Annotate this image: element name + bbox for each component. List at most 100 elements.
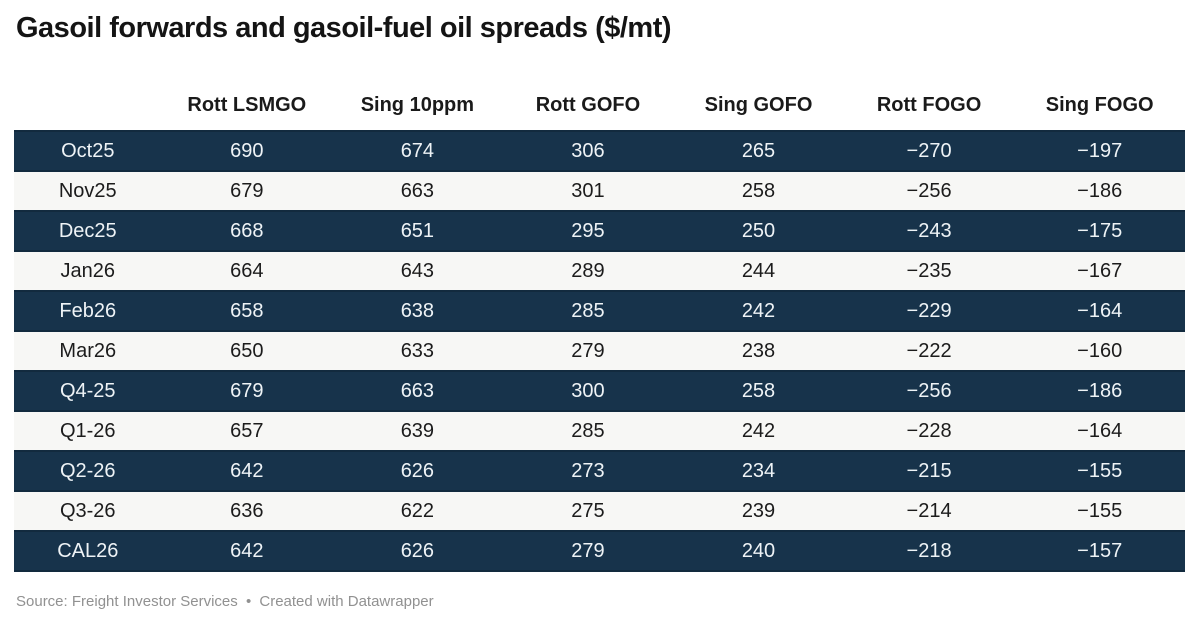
table-row: Q2-26 642 626 273 234 −215 −155 [14,451,1185,491]
value-cell: 626 [332,531,503,571]
value-cell: 289 [502,251,674,291]
value-cell: 650 [161,331,333,371]
value-cell: 279 [502,531,674,571]
value-cell: 239 [673,491,844,531]
value-cell: 658 [161,291,333,331]
row-label-cell: Oct25 [14,131,162,171]
data-table: Rott LSMGO Sing 10ppm Rott GOFO Sing GOFO Ro… [14,84,1185,572]
value-cell: 275 [502,491,674,531]
value-cell: 636 [161,491,333,531]
value-cell: −164 [1014,291,1185,331]
value-cell: −218 [843,531,1015,571]
table-row: Mar26 650 633 279 238 −222 −160 [14,331,1185,371]
value-cell: 306 [502,131,674,171]
table-row: Oct25 690 674 306 265 −270 −197 [14,131,1185,171]
value-cell: 664 [161,251,333,291]
value-cell: −167 [1014,251,1185,291]
value-cell: 279 [502,331,674,371]
value-cell: 643 [332,251,503,291]
value-cell: 639 [332,411,503,451]
value-cell: −215 [843,451,1015,491]
value-cell: −270 [843,131,1015,171]
value-cell: 242 [673,411,844,451]
table-row: Feb26 658 638 285 242 −229 −164 [14,291,1185,331]
value-cell: 238 [673,331,844,371]
gasoil-forwards-table: Rott LSMGO Sing 10ppm Rott GOFO Sing GOFO Ro… [14,84,1185,572]
table-row: Nov25 679 663 301 258 −256 −186 [14,171,1185,211]
datawrapper-attribution-link[interactable]: Created with Datawrapper [259,593,434,610]
table-row: CAL26 642 626 279 240 −218 −157 [14,531,1185,571]
row-label-cell: Q4-25 [14,371,162,411]
value-cell: −186 [1014,371,1185,411]
row-label-cell: Feb26 [14,291,162,331]
value-cell: 301 [502,171,674,211]
value-cell: 642 [161,531,333,571]
value-cell: 242 [673,291,844,331]
value-cell: −155 [1014,451,1185,491]
row-label-cell: Nov25 [14,171,162,211]
column-header: Rott LSMGO [161,84,333,131]
value-cell: −256 [843,371,1015,411]
row-label-cell: Q2-26 [14,451,162,491]
value-cell: −160 [1014,331,1185,371]
value-cell: −256 [843,171,1015,211]
value-cell: 642 [161,451,333,491]
table-row: Q4-25 679 663 300 258 −256 −186 [14,371,1185,411]
value-cell: −155 [1014,491,1185,531]
table-row: Dec25 668 651 295 250 −243 −175 [14,211,1185,251]
value-cell: 234 [673,451,844,491]
column-header: Rott FOGO [843,84,1015,131]
value-cell: 240 [673,531,844,571]
value-cell: 663 [332,171,503,211]
footer: Source: Freight Investor Services • Crea… [16,593,434,610]
table-body: Oct25 690 674 306 265 −270 −197 Nov25 679 663 301 2… [14,131,1185,571]
value-cell: −175 [1014,211,1185,251]
value-cell: 244 [673,251,844,291]
value-cell: −222 [843,331,1015,371]
table-row: Jan26 664 643 289 244 −235 −167 [14,251,1185,291]
value-cell: −186 [1014,171,1185,211]
footer-separator: • [245,593,252,610]
value-cell: 690 [161,131,333,171]
column-header: Rott GOFO [502,84,674,131]
value-cell: 668 [161,211,333,251]
column-header: Sing 10ppm [332,84,503,131]
value-cell: 626 [332,451,503,491]
value-cell: −229 [843,291,1015,331]
value-cell: 258 [673,371,844,411]
value-cell: 679 [161,371,333,411]
value-cell: −197 [1014,131,1185,171]
column-header: Sing GOFO [673,84,844,131]
table-head: Rott LSMGO Sing 10ppm Rott GOFO Sing GOFO Ro… [14,84,1185,131]
value-cell: 250 [673,211,844,251]
value-cell: 633 [332,331,503,371]
value-cell: 295 [502,211,674,251]
table-row: Q1-26 657 639 285 242 −228 −164 [14,411,1185,451]
table-row: Q3-26 636 622 275 239 −214 −155 [14,491,1185,531]
value-cell: 285 [502,291,674,331]
page-title: Gasoil forwards and gasoil-fuel oil spre… [16,12,672,44]
row-label-cell: Mar26 [14,331,162,371]
value-cell: −243 [843,211,1015,251]
value-cell: 674 [332,131,503,171]
value-cell: −164 [1014,411,1185,451]
row-label-cell: Q1-26 [14,411,162,451]
value-cell: 657 [161,411,333,451]
value-cell: −235 [843,251,1015,291]
source-text: Source: Freight Investor Services [16,593,238,610]
row-label-cell: Q3-26 [14,491,162,531]
column-header [14,84,162,131]
row-label-cell: Jan26 [14,251,162,291]
row-label-cell: CAL26 [14,531,162,571]
value-cell: 663 [332,371,503,411]
table-header-row: Rott LSMGO Sing 10ppm Rott GOFO Sing GOFO Ro… [14,84,1185,131]
value-cell: 651 [332,211,503,251]
value-cell: −214 [843,491,1015,531]
value-cell: 273 [502,451,674,491]
value-cell: −157 [1014,531,1185,571]
value-cell: 638 [332,291,503,331]
value-cell: 300 [502,371,674,411]
value-cell: 622 [332,491,503,531]
value-cell: 265 [673,131,844,171]
